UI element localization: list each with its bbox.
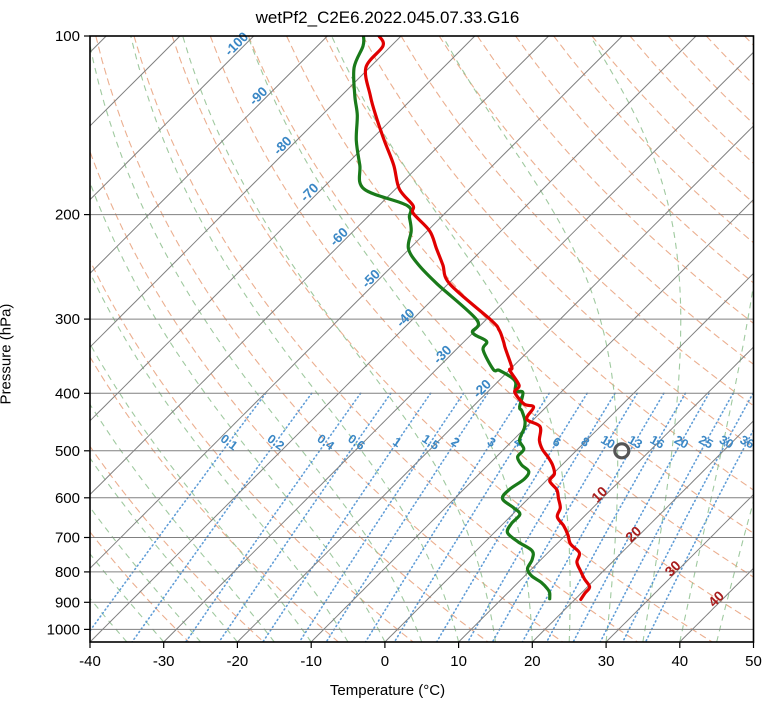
svg-text:200: 200 [55,207,80,224]
svg-text:700: 700 [55,530,80,547]
svg-text:1000: 1000 [47,621,80,638]
svg-text:400: 400 [55,385,80,402]
svg-text:100: 100 [55,28,80,45]
svg-text:300: 300 [55,311,80,328]
svg-text:20: 20 [524,653,541,670]
svg-text:50: 50 [745,653,762,670]
svg-text:-20: -20 [227,653,249,670]
svg-text:-40: -40 [79,653,101,670]
svg-text:600: 600 [55,490,80,507]
svg-text:10: 10 [450,653,467,670]
svg-text:-30: -30 [153,653,175,670]
svg-text:-10: -10 [300,653,322,670]
svg-text:800: 800 [55,564,80,581]
svg-text:30: 30 [598,653,615,670]
svg-text:0: 0 [381,653,389,670]
svg-text:900: 900 [55,594,80,611]
svg-text:40: 40 [671,653,688,670]
svg-text:500: 500 [55,443,80,460]
